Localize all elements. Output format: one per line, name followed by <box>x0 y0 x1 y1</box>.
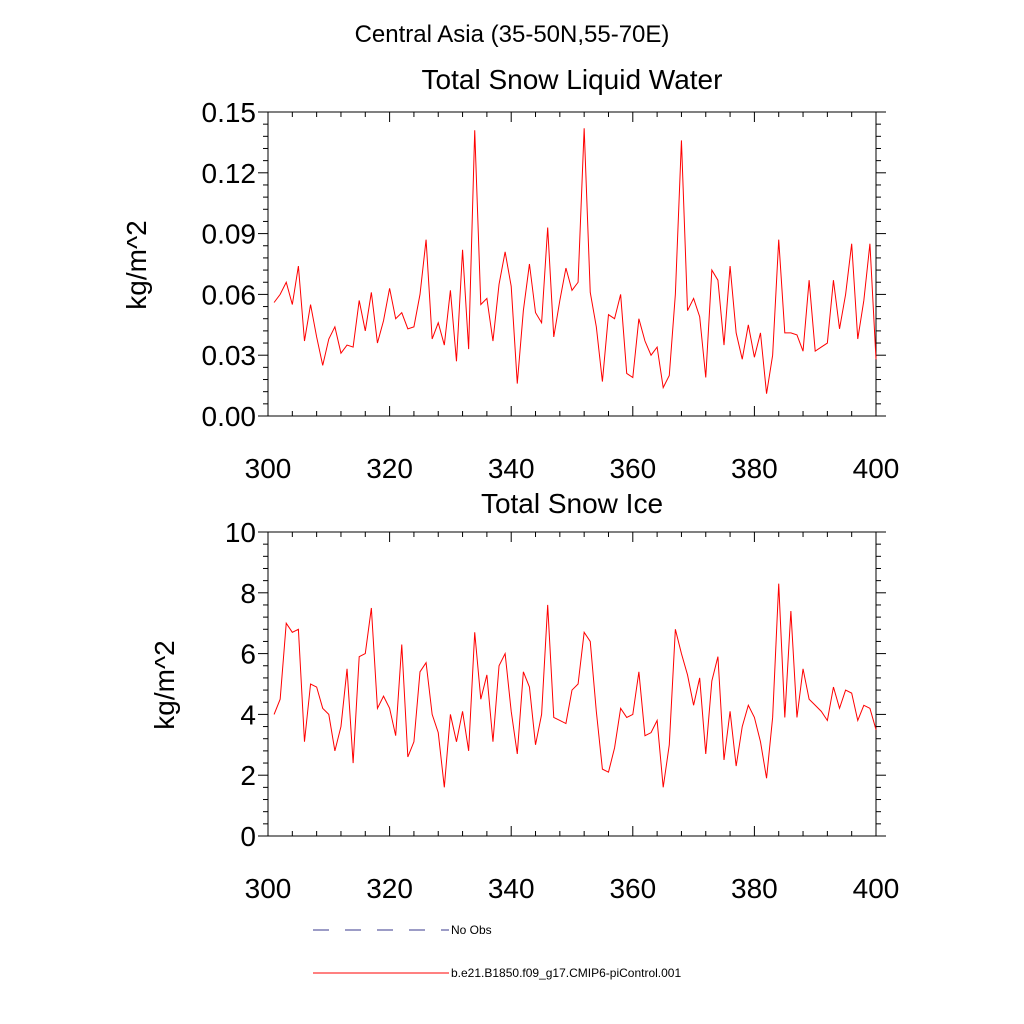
x-tick-label: 400 <box>853 453 900 484</box>
y-tick-label: 0.06 <box>202 279 257 310</box>
x-tick-label: 300 <box>245 873 292 904</box>
x-tick-label: 320 <box>366 873 413 904</box>
y-tick-label: 10 <box>225 517 256 548</box>
y-tick-label: 0.09 <box>202 219 257 250</box>
x-tick-label: 380 <box>731 873 778 904</box>
x-tick-label: 320 <box>366 453 413 484</box>
chart-title: Total Snow Liquid Water <box>422 64 723 95</box>
x-tick-label: 380 <box>731 453 778 484</box>
x-tick-label: 360 <box>609 453 656 484</box>
x-tick-label: 360 <box>609 873 656 904</box>
y-tick-label: 6 <box>240 639 256 670</box>
y-tick-label: 2 <box>240 760 256 791</box>
x-tick-label: 340 <box>488 873 535 904</box>
y-tick-label: 0.12 <box>202 158 257 189</box>
y-tick-label: 0 <box>240 821 256 852</box>
legend-label-picontrol: b.e21.B1850.f09_g17.CMIP6-piControl.001 <box>451 966 681 980</box>
chart-panel-liquid-water: Total Snow Liquid Water kg/m^2 300 320 340… <box>121 64 899 484</box>
legend-label-no-obs: No Obs <box>451 923 492 937</box>
plot-frame <box>267 531 877 837</box>
x-tick-label: 300 <box>245 453 292 484</box>
legend: No Obs b.e21.B1850.f09_g17.CMIP6-piContr… <box>313 923 681 980</box>
figure-title: Central Asia (35-50N,55-70E) <box>355 21 670 48</box>
x-tick-label: 400 <box>853 873 900 904</box>
series-line <box>273 128 877 394</box>
y-tick-label: 0.03 <box>202 340 257 371</box>
y-tick-label: 0.15 <box>202 97 257 128</box>
chart-title: Total Snow Ice <box>481 488 663 519</box>
y-tick-label: 0.00 <box>202 401 257 432</box>
chart-panel-snow-ice: Total Snow Ice kg/m^2 300 320 340 360 380 400… <box>149 488 899 904</box>
plot-frame <box>267 111 877 417</box>
x-tick-label: 340 <box>488 453 535 484</box>
y-tick-label: 8 <box>240 578 256 609</box>
y-tick-label: 4 <box>240 699 256 730</box>
y-axis-label: kg/m^2 <box>121 220 152 309</box>
series-line <box>273 583 877 788</box>
y-axis-label: kg/m^2 <box>149 640 180 729</box>
